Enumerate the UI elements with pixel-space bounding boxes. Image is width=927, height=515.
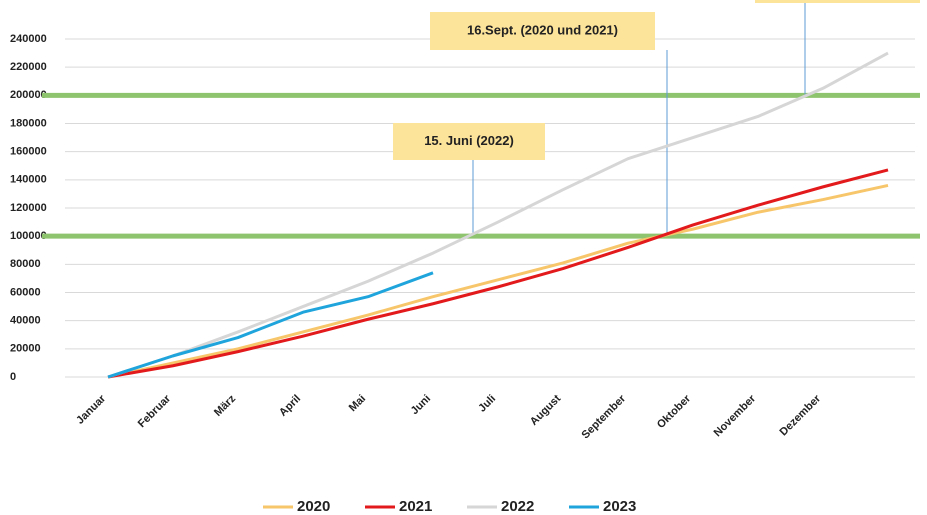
y-tick-label: 0 [10, 371, 16, 383]
annotation-text: 15. Juni (2022) [424, 133, 514, 148]
legend-label: 2020 [297, 498, 330, 515]
x-tick-label: Dezember [778, 392, 824, 438]
x-tick-label: Februar [136, 392, 174, 430]
annotation: 15. Juni (2022) [393, 123, 545, 235]
y-tick-label: 220000 [10, 61, 47, 73]
x-tick-label: April [277, 393, 303, 419]
y-tick-label: 100000 [10, 230, 47, 242]
annotation-box [430, 12, 655, 50]
annotation: 16.Sept. (2020 und 2021) [430, 12, 668, 235]
x-tick-label: März [212, 392, 239, 419]
annotation-box [755, 0, 920, 3]
x-tick-label: September [579, 392, 628, 441]
series-line [107, 168, 889, 379]
series-line [107, 184, 889, 379]
y-tick-label: 120000 [10, 202, 47, 214]
x-tick-label: Juni [409, 393, 433, 417]
series-line [107, 51, 889, 379]
legend-label: 2023 [603, 498, 636, 515]
y-tick-label: 40000 [10, 315, 41, 327]
x-tick-label: Mai [347, 393, 368, 414]
y-tick-label: 240000 [10, 33, 47, 45]
annotation-text: 16.Sept. (2020 und 2021) [467, 22, 618, 37]
y-tick-label: 20000 [10, 343, 41, 355]
y-tick-label: 200000 [10, 89, 47, 101]
series-line [107, 271, 434, 379]
y-tick-label: 80000 [10, 258, 41, 270]
x-tick-label: August [528, 392, 564, 428]
y-tick-label: 160000 [10, 146, 47, 158]
x-tick-label: Januar [74, 392, 109, 427]
y-tick-label: 180000 [10, 117, 47, 129]
legend: 2020 2021 2022 2023 [263, 498, 636, 515]
x-tick-label: Juli [476, 393, 498, 415]
legend-label: 2021 [399, 498, 432, 515]
legend-label: 2022 [501, 498, 534, 515]
annotation-box [393, 123, 545, 160]
y-tick-label: 140000 [10, 174, 47, 186]
x-tick-label: November [712, 392, 759, 439]
x-tick-label: Oktober [655, 392, 694, 431]
y-tick-label: 60000 [10, 286, 41, 298]
